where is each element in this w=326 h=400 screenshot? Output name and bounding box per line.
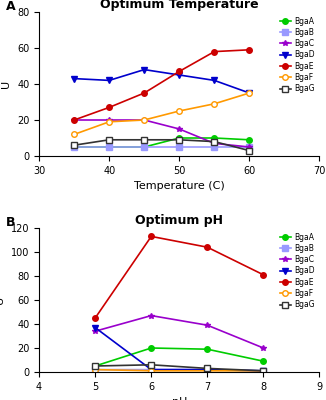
Legend: BgaA, BgaB, BgaC, BgaD, BgaE, BgaF, BgaG: BgaA, BgaB, BgaC, BgaD, BgaE, BgaF, BgaG bbox=[277, 14, 318, 96]
X-axis label: Temperature (C): Temperature (C) bbox=[134, 181, 225, 191]
Y-axis label: U: U bbox=[2, 80, 11, 88]
X-axis label: pH: pH bbox=[171, 397, 187, 400]
Y-axis label: U: U bbox=[0, 296, 5, 304]
Title: Optimum Temperature: Optimum Temperature bbox=[100, 0, 259, 11]
Title: Optimum pH: Optimum pH bbox=[135, 214, 223, 227]
Text: A: A bbox=[6, 0, 15, 14]
Legend: BgaA, BgaB, BgaC, BgaD, BgaE, BgaF, BgaG: BgaA, BgaB, BgaC, BgaD, BgaE, BgaF, BgaG bbox=[277, 230, 318, 312]
Text: B: B bbox=[6, 216, 15, 230]
